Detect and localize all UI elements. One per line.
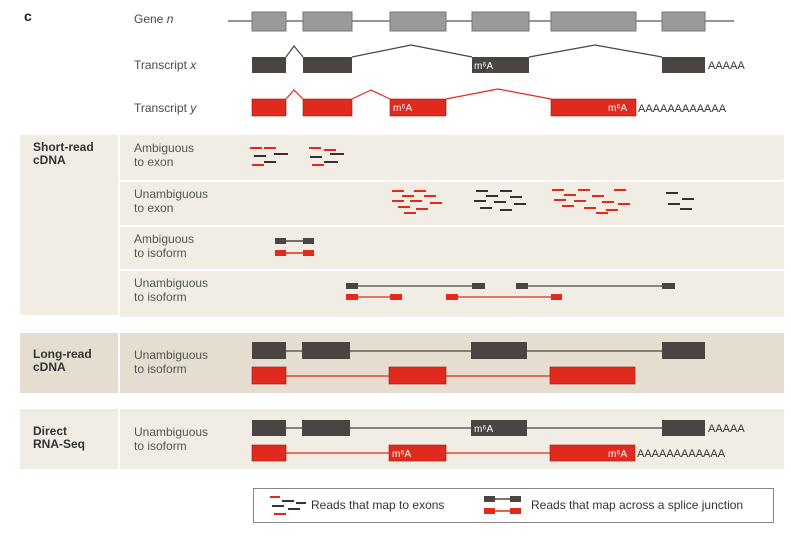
gene-exon-4 bbox=[471, 11, 530, 32]
unambiguous-exon-label: Unambiguous to exon bbox=[134, 187, 209, 215]
gene-model bbox=[228, 11, 734, 32]
long-read-x bbox=[252, 342, 705, 359]
ambiguous-isoform-label: Ambiguous to isoform bbox=[134, 232, 195, 260]
long-read-category: Long-read cDNA bbox=[33, 347, 92, 374]
direct-rna-category: Direct RNA-Seq bbox=[33, 424, 86, 451]
gene-exon-3 bbox=[389, 11, 447, 32]
direct-rna-x bbox=[252, 420, 705, 436]
ty-exon-5 bbox=[550, 98, 637, 117]
direct-rna-isoform-label: Unambiguous to isoform bbox=[134, 425, 209, 453]
tx-exon-4 bbox=[472, 57, 529, 73]
gene-exon-1 bbox=[251, 11, 287, 32]
transcript-x-model bbox=[252, 44, 705, 73]
ambiguous-exon-reads bbox=[250, 147, 344, 166]
tx-exon-6 bbox=[662, 57, 705, 73]
ty-exon-3 bbox=[389, 98, 447, 117]
tx-exon-1 bbox=[252, 57, 286, 73]
direct-x-m6a-label: m⁶A bbox=[474, 424, 493, 435]
unambiguous-isoform-label: Unambiguous to isoform bbox=[134, 276, 209, 304]
direct-rna-y bbox=[251, 444, 636, 462]
gene-exon-2 bbox=[302, 11, 353, 32]
long-read-y bbox=[251, 366, 636, 385]
ambiguous-exon-label: Ambiguous to exon bbox=[134, 141, 195, 169]
short-read-category: Short-read cDNA bbox=[33, 140, 94, 167]
panel-letter: c bbox=[24, 8, 32, 24]
legend: Reads that map to exons Reads that map a… bbox=[253, 488, 774, 523]
unambiguous-isoform-short-reads bbox=[346, 283, 675, 300]
direct-y-m6a-label-1: m⁶A bbox=[392, 449, 411, 460]
row-ambiguous-isoform bbox=[118, 225, 784, 270]
tx-polya: AAAAA bbox=[708, 60, 745, 72]
transcript-y-label: Transcript y bbox=[134, 101, 197, 115]
exon-reads-legend-label: Reads that map to exons bbox=[311, 498, 445, 512]
ambiguous-isoform-reads bbox=[275, 238, 314, 256]
direct-y-polya: AAAAAAAAAAAA bbox=[637, 448, 726, 460]
row-ambiguous-exon bbox=[118, 135, 784, 179]
tx-exon-2 bbox=[303, 57, 352, 73]
transcript-y-model bbox=[251, 88, 637, 117]
junction-reads-legend-label: Reads that map across a splice junction bbox=[531, 498, 744, 512]
ty-m6a-label-1: m⁶A bbox=[393, 103, 412, 114]
row-direct-rna bbox=[118, 409, 784, 469]
ty-exon-2 bbox=[302, 98, 353, 117]
ty-exon-1 bbox=[251, 98, 287, 117]
ty-polya: AAAAAAAAAAAA bbox=[638, 103, 727, 115]
gene-exon-6 bbox=[661, 11, 706, 32]
direct-y-m6a-label-2: m⁶A bbox=[608, 449, 627, 460]
gene-exon-5 bbox=[550, 11, 637, 32]
ty-m6a-label-2: m⁶A bbox=[608, 103, 627, 114]
row-unambiguous-isoform bbox=[118, 269, 784, 317]
direct-x-polya: AAAAA bbox=[708, 423, 745, 435]
exon-reads-legend-icon bbox=[270, 496, 306, 515]
long-read-isoform-label: Unambiguous to isoform bbox=[134, 348, 209, 376]
tx-m6a-label: m⁶A bbox=[474, 61, 493, 72]
transcript-x-label: Transcript x bbox=[134, 58, 197, 72]
junction-reads-legend-icon bbox=[484, 496, 521, 514]
gene-label: Gene n bbox=[134, 12, 174, 26]
unambiguous-exon-reads bbox=[392, 189, 694, 214]
